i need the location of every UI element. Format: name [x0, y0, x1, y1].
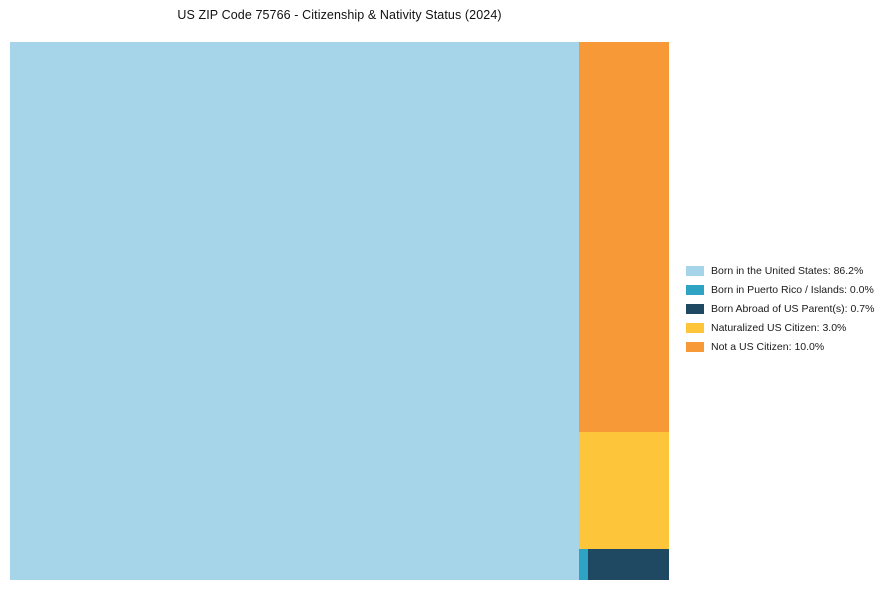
treemap-chart	[10, 42, 669, 580]
legend-label-naturalized: Naturalized US Citizen: 3.0%	[711, 321, 847, 334]
treemap-block-born-abroad-of-us-parents	[587, 549, 669, 580]
legend-item-not-citizen: Not a US Citizen: 10.0%	[686, 340, 874, 353]
legend-item-born-abroad: Born Abroad of US Parent(s): 0.7%	[686, 302, 875, 315]
treemap-block-not-a-us-citizen	[578, 42, 669, 432]
legend-swatch-born-abroad	[686, 303, 704, 314]
legend-swatch-puerto-rico	[686, 284, 704, 295]
legend-swatch-not-citizen	[686, 341, 704, 352]
chart-title: US ZIP Code 75766 - Citizenship & Nativi…	[177, 8, 502, 22]
legend-item-puerto-rico: Born in Puerto Rico / Islands: 0.0%	[686, 283, 874, 296]
legend-label-puerto-rico: Born in Puerto Rico / Islands: 0.0%	[711, 283, 874, 296]
treemap-block-naturalized-us-citizen	[578, 432, 669, 549]
legend-label-born-in-us: Born in the United States: 86.2%	[711, 264, 864, 277]
treemap-block-born-in-puerto-rico-islands	[578, 549, 588, 580]
legend-swatch-naturalized	[686, 322, 704, 333]
legend-item-naturalized: Naturalized US Citizen: 3.0%	[686, 321, 874, 334]
legend: Born in the United States: 86.2% Born in…	[686, 264, 875, 353]
treemap-block-born-in-the-united-states	[10, 42, 579, 580]
legend-label-not-citizen: Not a US Citizen: 10.0%	[711, 340, 825, 353]
legend-label-born-abroad: Born Abroad of US Parent(s): 0.7%	[711, 302, 875, 315]
legend-item-born-in-us: Born in the United States: 86.2%	[686, 264, 874, 277]
legend-swatch-born-in-us	[686, 265, 704, 276]
